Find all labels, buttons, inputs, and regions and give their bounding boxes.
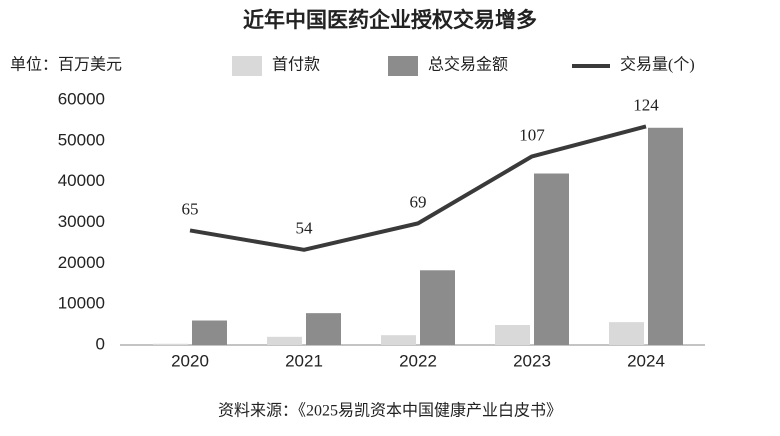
bar — [153, 343, 188, 345]
data-label: 124 — [633, 95, 659, 114]
bar — [267, 336, 302, 345]
y-tick-label: 20000 — [58, 253, 105, 272]
x-tick-label: 2021 — [285, 351, 323, 370]
legend-swatch — [232, 56, 262, 76]
legend-swatch — [388, 56, 418, 76]
x-tick-label: 2022 — [399, 351, 437, 370]
bar — [534, 173, 569, 345]
bar — [192, 320, 227, 345]
line — [189, 124, 647, 252]
legend-label: 首付款 — [272, 56, 320, 74]
bar — [609, 322, 644, 345]
x-tick-label: 2023 — [513, 351, 551, 370]
y-tick-label: 10000 — [58, 294, 105, 313]
y-tick-label: 50000 — [58, 130, 105, 149]
x-tick-label: 2020 — [171, 351, 209, 370]
bar — [648, 127, 683, 346]
data-label: 69 — [410, 192, 427, 211]
data-label: 107 — [519, 125, 545, 144]
x-tick-label: 2024 — [627, 351, 665, 370]
source-note: 资料来源：《2025易凯资本中国健康产业白皮书》 — [218, 402, 562, 420]
chart-title: 近年中国医药企业授权交易增多 — [243, 8, 537, 32]
unit-label: 单位：百万美元 — [10, 56, 122, 74]
legend-label: 总交易金额 — [428, 56, 508, 74]
legend-label: 交易量(个) — [620, 56, 695, 74]
y-tick-label: 60000 — [58, 89, 105, 108]
bar — [306, 313, 341, 345]
y-tick-label: 30000 — [58, 212, 105, 231]
bar — [495, 324, 530, 345]
bar — [381, 335, 416, 345]
y-tick-label: 0 — [96, 334, 105, 353]
data-label: 65 — [182, 199, 199, 218]
data-label: 54 — [296, 219, 314, 238]
bar — [420, 270, 455, 345]
y-tick-label: 40000 — [58, 171, 105, 190]
